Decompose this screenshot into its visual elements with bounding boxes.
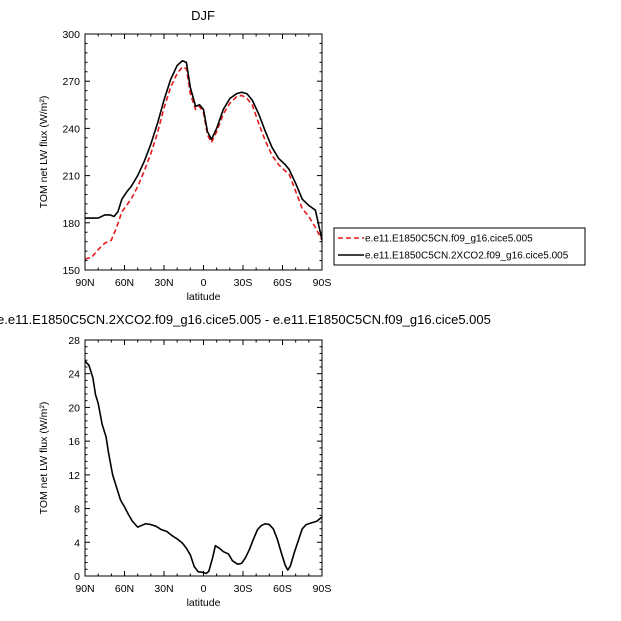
x-tick-label: 90N	[75, 583, 94, 595]
legend-label-1: e.e11.E1850C5CN.f09_g16.cice5.005	[365, 234, 533, 245]
legend-label-2: e.e11.E1850C5CN.2XCO2.f09_g16.cice5.005	[365, 251, 569, 262]
x-tick-label: 60N	[115, 277, 134, 289]
y-tick-label: 180	[62, 218, 80, 230]
y-tick-label: 24	[68, 369, 80, 381]
x-tick-label: 0	[201, 583, 207, 595]
x-tick-label: 30N	[154, 583, 173, 595]
y-tick-label: 210	[62, 171, 80, 183]
y-axis-title: TOM net LW flux (W/m²)	[38, 96, 50, 209]
x-tick-label: 30S	[234, 583, 253, 595]
chart-1: DJF 150 180 210 240 270 300 90N 60N 30N 0 30S 60S 90S…	[38, 8, 586, 303]
x-tick-label: 60S	[273, 583, 292, 595]
plot-frame	[84, 339, 323, 577]
y-tick-label: 16	[68, 436, 80, 448]
y-axis-title: TOM net LW flux (W/m²)	[38, 402, 50, 515]
x-tick-label: 90N	[75, 277, 94, 289]
y-tick-label: 300	[62, 29, 80, 41]
chart-2: e.e11.E1850C5CN.2XCO2.f09_g16.cice5.005 …	[0, 312, 491, 609]
series-line-2	[85, 59, 323, 241]
plot-frame	[84, 33, 323, 271]
y-tick-label: 8	[74, 504, 80, 516]
legend-box	[333, 227, 586, 266]
y-tick-label: 20	[68, 402, 80, 414]
y-tick-label: 28	[68, 335, 80, 347]
x-tick-label: 60N	[115, 583, 134, 595]
x-axis-title: latitude	[187, 291, 221, 303]
y-tick-label: 240	[62, 123, 80, 135]
y-tick-label: 0	[74, 571, 80, 583]
chart-title: DJF	[191, 8, 215, 23]
x-tick-label: 30N	[154, 277, 173, 289]
y-tick-label: 270	[62, 76, 80, 88]
series-line-1	[84, 360, 323, 575]
x-tick-label: 90S	[313, 277, 332, 289]
x-tick-label: 90S	[313, 583, 332, 595]
x-axis-title: latitude	[187, 597, 221, 609]
y-tick-label: 4	[74, 537, 80, 549]
chart-title: e.e11.E1850C5CN.2XCO2.f09_g16.cice5.005 …	[0, 312, 491, 327]
legend: e.e11.E1850C5CN.f09_g16.cice5.005 e.e11.E…	[333, 227, 586, 266]
x-tick-label: 60S	[273, 277, 292, 289]
y-tick-label: 150	[62, 265, 80, 277]
x-tick-label: 0	[201, 277, 207, 289]
series-line-1	[84, 66, 323, 260]
y-tick-label: 12	[68, 470, 80, 482]
x-tick-label: 30S	[234, 277, 253, 289]
